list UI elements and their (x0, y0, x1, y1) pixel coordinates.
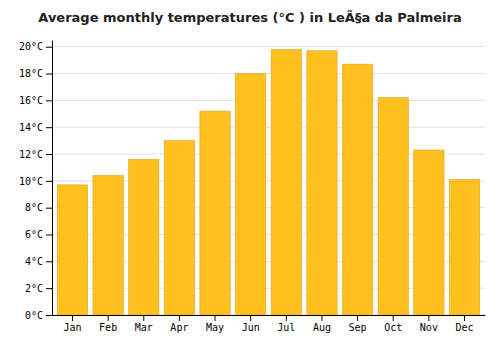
x-tick-mark (286, 315, 287, 321)
bars (57, 49, 479, 315)
bar (200, 111, 230, 315)
y-tick: 14°C (19, 122, 52, 133)
x-tick-label: Mar (135, 322, 153, 333)
x-tick: Mar (135, 315, 153, 333)
x-tick-label: Jul (277, 322, 295, 333)
y-tick: 10°C (19, 176, 52, 187)
x-tick-mark (250, 315, 251, 321)
x-tick-mark (72, 315, 73, 321)
x-tick: Aug (313, 315, 331, 333)
x-tick: Feb (99, 315, 117, 333)
bar (414, 150, 444, 315)
y-tick-mark (46, 127, 52, 128)
y-tick-mark (46, 74, 52, 75)
y-axis-line (52, 41, 53, 316)
bar (129, 159, 159, 315)
y-tick: 18°C (19, 68, 52, 79)
y-tick-mark (46, 208, 52, 209)
x-tick-label: Jan (63, 322, 81, 333)
y-axis: 0°C 2°C 4°C 6°C 8°C 10°C 12°C 14°C 16°C 18°C 20°C (19, 41, 53, 321)
y-tick-label: 10°C (19, 176, 43, 187)
bar (342, 64, 372, 315)
grid-line (52, 46, 485, 47)
x-tick: Dec (455, 315, 473, 333)
grid-line (52, 100, 485, 101)
y-tick-label: 8°C (25, 202, 43, 213)
grid-line (52, 73, 485, 74)
y-tick-label: 0°C (25, 310, 43, 321)
x-tick: Jun (242, 315, 260, 333)
x-tick: Nov (420, 315, 438, 333)
y-tick: 0°C (25, 310, 52, 321)
x-tick-mark (108, 315, 109, 321)
x-tick: Jul (277, 315, 295, 333)
y-tick: 2°C (25, 283, 52, 294)
chart: Average monthly temperatures (°C ) in Le… (0, 0, 500, 350)
x-tick-mark (464, 315, 465, 321)
bar (449, 180, 479, 315)
grid (52, 47, 485, 315)
x-tick-label: Aug (313, 322, 331, 333)
x-tick-label: Nov (420, 322, 438, 333)
y-tick-label: 18°C (19, 68, 43, 79)
x-tick: Oct (384, 315, 402, 333)
y-tick-mark (46, 181, 52, 182)
bar (57, 185, 87, 315)
plot: 0°C 2°C 4°C 6°C 8°C 10°C 12°C 14°C 16°C 18°C 20°C J… (19, 41, 486, 334)
x-tick-label: May (206, 322, 224, 333)
x-tick-label: Dec (455, 322, 473, 333)
y-tick: 12°C (19, 149, 52, 160)
y-tick-mark (46, 154, 52, 155)
x-tick-label: Feb (99, 322, 117, 333)
x-axis-line (53, 315, 486, 316)
x-tick-label: Oct (384, 322, 402, 333)
bar (378, 98, 408, 315)
x-tick-mark (428, 315, 429, 321)
y-tick: 8°C (25, 202, 52, 213)
x-tick-mark (321, 315, 322, 321)
x-tick: May (206, 315, 224, 333)
y-tick-mark (46, 100, 52, 101)
bar (164, 141, 194, 315)
x-tick: Sep (349, 315, 367, 333)
bar (271, 49, 301, 315)
y-tick-mark (46, 261, 52, 262)
x-tick-mark (143, 315, 144, 321)
bar (307, 51, 337, 315)
y-tick-label: 14°C (19, 122, 43, 133)
y-tick-label: 6°C (25, 229, 43, 240)
x-tick-label: Apr (170, 322, 188, 333)
y-tick: 20°C (19, 41, 52, 52)
x-axis: Jan Feb Mar Apr May Jun Jul Aug Sep Oct Nov Dec (53, 315, 486, 333)
y-tick-label: 16°C (19, 95, 43, 106)
x-tick-mark (215, 315, 216, 321)
x-tick-mark (393, 315, 394, 321)
bar (93, 175, 123, 315)
y-tick-mark (46, 315, 52, 316)
y-tick: 6°C (25, 229, 52, 240)
y-tick-mark (46, 235, 52, 236)
x-tick: Jan (63, 315, 81, 333)
grid-line (52, 127, 485, 128)
y-tick-label: 12°C (19, 149, 43, 160)
x-tick-mark (357, 315, 358, 321)
y-tick: 16°C (19, 95, 52, 106)
x-tick: Apr (170, 315, 188, 333)
y-tick-label: 2°C (25, 283, 43, 294)
y-tick-label: 4°C (25, 256, 43, 267)
x-tick-label: Sep (349, 322, 367, 333)
x-tick-label: Jun (242, 322, 260, 333)
y-tick-label: 20°C (19, 41, 43, 52)
y-tick: 4°C (25, 256, 52, 267)
title: Average monthly temperatures (°C ) in Le… (38, 10, 461, 25)
x-tick-mark (179, 315, 180, 321)
y-tick-mark (46, 47, 52, 48)
bar (236, 74, 266, 315)
y-tick-mark (46, 288, 52, 289)
